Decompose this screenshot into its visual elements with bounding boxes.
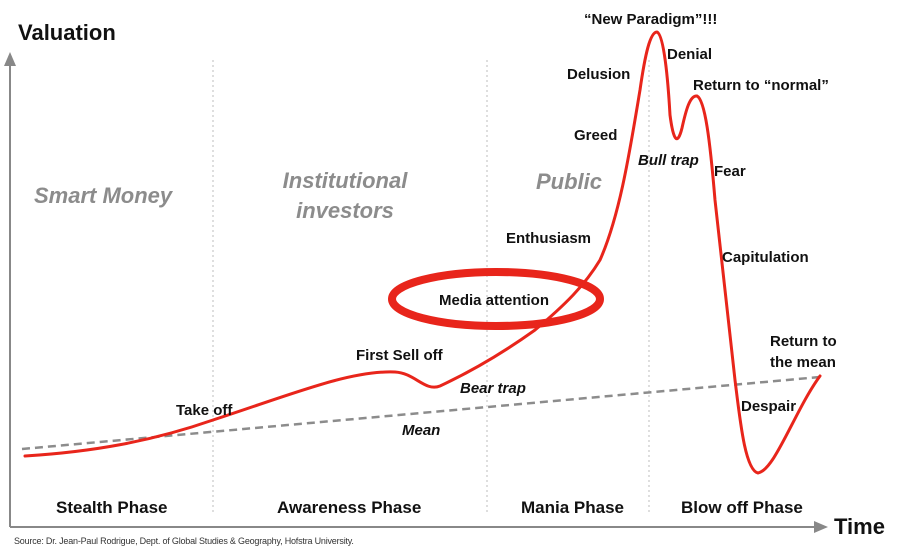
phase-blow-off: Blow off Phase	[681, 498, 803, 517]
group-institutional-investors: Institutional investors	[270, 166, 420, 226]
phase-awareness: Awareness Phase	[277, 498, 422, 517]
label-return-to-the-mean-line1: Return to	[770, 333, 837, 350]
label-new-paradigm: “New Paradigm”!!!	[584, 11, 718, 28]
group-institutional-line1: Institutional	[282, 168, 408, 193]
label-delusion: Delusion	[567, 66, 631, 83]
group-smart-money: Smart Money	[34, 183, 173, 208]
group-institutional-line2: investors	[296, 198, 394, 223]
label-enthusiasm: Enthusiasm	[506, 230, 592, 247]
source-note: Source: Dr. Jean-Paul Rodrigue, Dept. of…	[14, 536, 354, 546]
label-return-to-the-mean-line2: the mean	[770, 354, 836, 371]
media-attention-highlight	[388, 268, 604, 330]
phase-stealth: Stealth Phase	[56, 498, 168, 517]
x-axis-title: Time	[834, 514, 885, 539]
label-denial: Denial	[667, 46, 713, 63]
y-axis-arrow	[4, 52, 16, 66]
label-first-sell-off: First Sell off	[356, 347, 443, 364]
label-greed: Greed	[574, 127, 618, 144]
label-return-to-the-mean: Return to the mean	[770, 331, 837, 373]
label-take-off: Take off	[176, 402, 233, 419]
group-public: Public	[536, 169, 603, 194]
phase-mania: Mania Phase	[521, 498, 624, 517]
label-capitulation: Capitulation	[722, 249, 809, 266]
x-axis-arrow	[814, 521, 828, 533]
label-mean: Mean	[402, 422, 441, 439]
label-despair: Despair	[741, 398, 797, 415]
y-axis-title: Valuation	[18, 20, 116, 45]
label-return-to-normal: Return to “normal”	[693, 77, 829, 94]
label-bear-trap: Bear trap	[460, 380, 526, 397]
label-bull-trap: Bull trap	[638, 152, 699, 169]
label-fear: Fear	[714, 163, 746, 180]
valuation-curve	[23, 30, 822, 475]
label-media-attention: Media attention	[439, 292, 550, 309]
